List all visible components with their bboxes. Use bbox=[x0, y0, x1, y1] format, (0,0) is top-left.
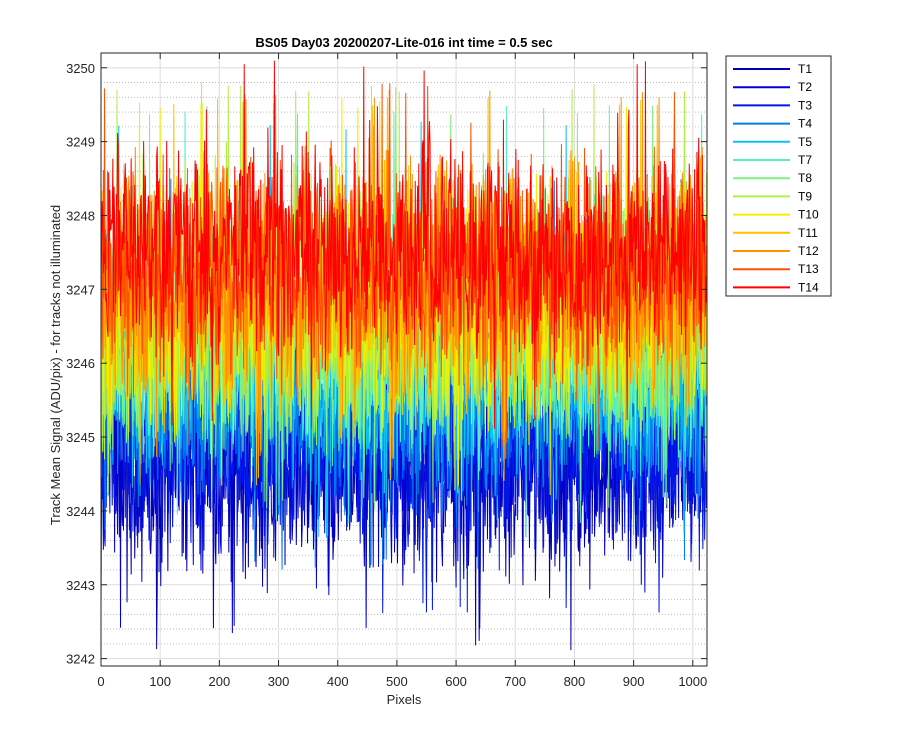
y-tick-label: 3245 bbox=[66, 430, 95, 445]
y-tick-label: 3249 bbox=[66, 135, 95, 150]
legend-label-t14: T14 bbox=[798, 280, 819, 294]
x-tick-label: 500 bbox=[386, 674, 408, 689]
x-tick-label: 400 bbox=[327, 674, 349, 689]
plot-frame bbox=[100, 52, 708, 667]
legend-label-t5: T5 bbox=[798, 135, 812, 149]
series-group bbox=[100, 60, 707, 651]
x-tick-label: 600 bbox=[445, 674, 467, 689]
legend-label-t2: T2 bbox=[798, 80, 812, 94]
x-axis: 0 100 200 300 400 500 600 700 800 900 1000 bbox=[97, 53, 707, 689]
y-axis-label: Track Mean Signal (ADU/pix) - for tracks… bbox=[48, 205, 63, 525]
y-tick-label: 3250 bbox=[66, 61, 95, 76]
legend-label-t10: T10 bbox=[798, 208, 819, 222]
legend-label-t13: T13 bbox=[798, 262, 819, 276]
legend: T1 T2 T3 T4 T5 T7 T8 T9 T10 T11 T12 T13 T14 bbox=[725, 55, 832, 297]
x-tick-label: 200 bbox=[209, 674, 231, 689]
y-axis: 3242 3243 3244 3245 3246 3247 3248 3249 3250 bbox=[66, 61, 707, 667]
legend-label-t12: T12 bbox=[798, 244, 819, 258]
y-tick-label: 3248 bbox=[66, 208, 95, 223]
legend-label-t11: T11 bbox=[798, 226, 818, 240]
x-axis-label: Pixels bbox=[387, 692, 422, 707]
legend-label-t4: T4 bbox=[798, 117, 812, 131]
legend-label-t1: T1 bbox=[798, 62, 812, 76]
x-tick-label: 900 bbox=[623, 674, 645, 689]
legend-label-t3: T3 bbox=[798, 98, 812, 112]
y-tick-label: 3243 bbox=[66, 578, 95, 593]
y-tick-label: 3246 bbox=[66, 356, 95, 371]
legend-label-t8: T8 bbox=[798, 171, 812, 185]
y-tick-label: 3247 bbox=[66, 282, 95, 297]
series-line-t14 bbox=[100, 60, 707, 429]
y-tick-label: 3242 bbox=[66, 652, 95, 667]
y-tick-label: 3244 bbox=[66, 504, 95, 519]
x-tick-label: 100 bbox=[149, 674, 171, 689]
legend-label-t9: T9 bbox=[798, 189, 812, 203]
x-tick-label: 700 bbox=[504, 674, 526, 689]
x-tick-label: 1000 bbox=[678, 674, 707, 689]
legend-box bbox=[725, 55, 832, 297]
chart-title: BS05 Day03 20200207-Lite-016 int time = … bbox=[255, 35, 552, 50]
x-tick-label: 300 bbox=[268, 674, 290, 689]
x-tick-label: 800 bbox=[564, 674, 586, 689]
x-tick-label: 0 bbox=[97, 674, 104, 689]
legend-label-t7: T7 bbox=[798, 153, 812, 167]
